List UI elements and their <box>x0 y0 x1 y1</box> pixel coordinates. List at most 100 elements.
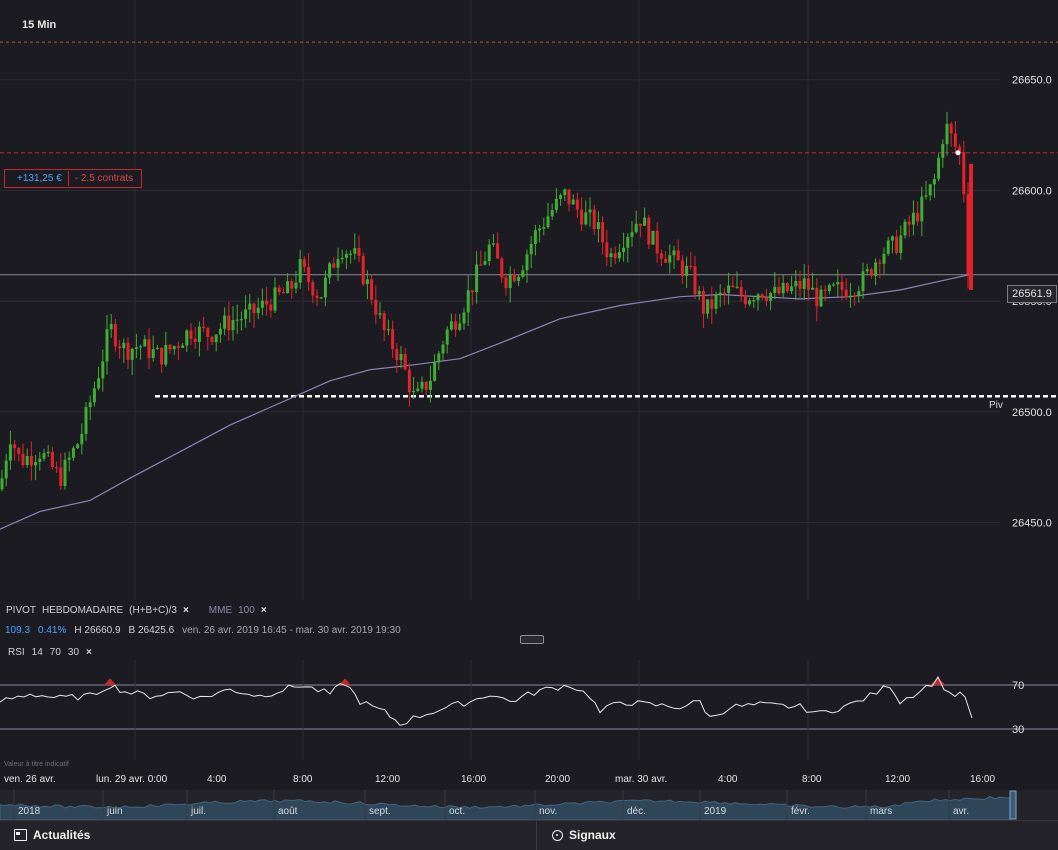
candle-body <box>260 300 264 308</box>
time-tick-label: 20:00 <box>545 774 571 785</box>
candle-body <box>189 330 193 339</box>
candle-body <box>823 289 827 291</box>
candle-body <box>546 216 550 228</box>
candle-body <box>920 196 924 222</box>
candle-body <box>286 281 290 294</box>
candle-body <box>647 217 651 245</box>
candle-body <box>819 289 823 307</box>
candle-body <box>206 328 210 337</box>
candle-body <box>580 209 584 225</box>
value-hint: Valeur à titre indicatif <box>4 761 69 768</box>
candle-body <box>458 323 462 330</box>
tab-divider <box>536 821 537 850</box>
candle-body <box>827 284 831 291</box>
candle-body <box>176 346 180 348</box>
candle-body <box>50 451 54 468</box>
panel-resize-handle[interactable] <box>520 635 544 644</box>
remove-ma-icon[interactable]: × <box>260 605 267 616</box>
candle-body <box>958 146 962 152</box>
candle-body <box>601 222 605 243</box>
candle-body <box>311 282 315 296</box>
position-contracts: - 2.5 contrats <box>74 173 134 184</box>
candle-body <box>697 291 701 295</box>
tab-signals[interactable]: Signaux <box>552 828 616 842</box>
change-percent: 0.41% <box>38 625 67 636</box>
candle-body <box>365 279 369 285</box>
candle-body <box>181 345 185 348</box>
candle-body <box>67 457 71 460</box>
candle-body <box>214 334 218 343</box>
tab-news[interactable]: Actualités <box>14 828 90 842</box>
position-pnl-box[interactable]: +131,25 € - 2.5 contrats <box>4 169 143 188</box>
time-tick-label: 12:00 <box>375 774 401 785</box>
candle-body <box>252 303 256 314</box>
candle-body <box>815 287 819 307</box>
bottom-bar: Actualités Signaux <box>0 820 1058 850</box>
signal-icon <box>552 829 563 841</box>
range-navigator[interactable] <box>0 790 1058 820</box>
candle-body <box>395 349 399 361</box>
candle-body <box>529 243 533 255</box>
chart-grid <box>0 0 1000 600</box>
candle-body <box>323 277 327 298</box>
candle-body <box>227 315 231 331</box>
rsi-upper: 70 <box>49 647 61 658</box>
candle-body <box>899 235 903 253</box>
timeframe-label[interactable]: 15 Min <box>22 19 57 31</box>
candle-body <box>886 240 890 254</box>
navigator-tick-label: déc. <box>627 806 646 817</box>
candle-body <box>500 258 504 278</box>
navigator-tick-label: mars <box>870 806 893 817</box>
candle-body <box>773 286 777 293</box>
candle-body <box>147 339 151 359</box>
time-tick-label: ven. 26 avr. <box>4 774 56 785</box>
candle-body <box>101 361 105 379</box>
candle-body <box>731 285 735 288</box>
candle-body <box>273 287 277 311</box>
rsi-tick-label: 30 <box>1012 724 1024 736</box>
candle-body <box>693 266 697 295</box>
candle-body <box>890 236 894 241</box>
navigator-handle[interactable] <box>1009 790 1017 820</box>
candle-body <box>836 281 840 285</box>
candle-body <box>319 297 323 299</box>
candle-body <box>462 312 466 324</box>
candle-body <box>567 189 571 205</box>
candle-body <box>382 313 386 331</box>
rsi-period: 14 <box>31 647 43 658</box>
navigator-tick-label: oct. <box>449 806 466 817</box>
candle-body <box>840 281 844 290</box>
candle-body <box>244 309 248 320</box>
candle-body <box>353 248 357 254</box>
position-marker <box>955 150 961 156</box>
last-candle <box>969 163 973 291</box>
candle-body <box>294 282 298 289</box>
price-levels <box>0 41 1058 398</box>
candle-body <box>542 227 546 229</box>
candle-body <box>8 444 12 461</box>
navigator-tick-label: juil. <box>191 806 207 817</box>
candle-body <box>722 292 726 294</box>
candle-body <box>59 467 63 486</box>
candle-body <box>533 230 537 244</box>
candle-body <box>88 402 92 408</box>
pivot-type: HEBDOMADAIRE <box>42 605 124 616</box>
candle-body <box>344 253 348 258</box>
candle-body <box>197 326 201 342</box>
candle-body <box>941 144 945 158</box>
time-tick-label: 4:00 <box>207 774 227 785</box>
candle-body <box>231 320 235 331</box>
remove-rsi-icon[interactable]: × <box>86 647 92 658</box>
candle-body <box>672 250 676 256</box>
candle-body <box>706 299 710 314</box>
candle-body <box>290 281 294 289</box>
candle-body <box>626 236 630 248</box>
indicator-legend: PIVOT HEBDOMADAIRE (H+B+C)/3 × MME 100 × <box>6 605 267 616</box>
candle-body <box>794 281 798 287</box>
candle-body <box>63 459 67 486</box>
navigator-tick-label: juin <box>107 806 123 817</box>
rsi-chart[interactable]: 70 30 <box>0 660 1058 760</box>
remove-pivot-icon[interactable]: × <box>182 605 189 616</box>
candle-body <box>76 444 80 449</box>
